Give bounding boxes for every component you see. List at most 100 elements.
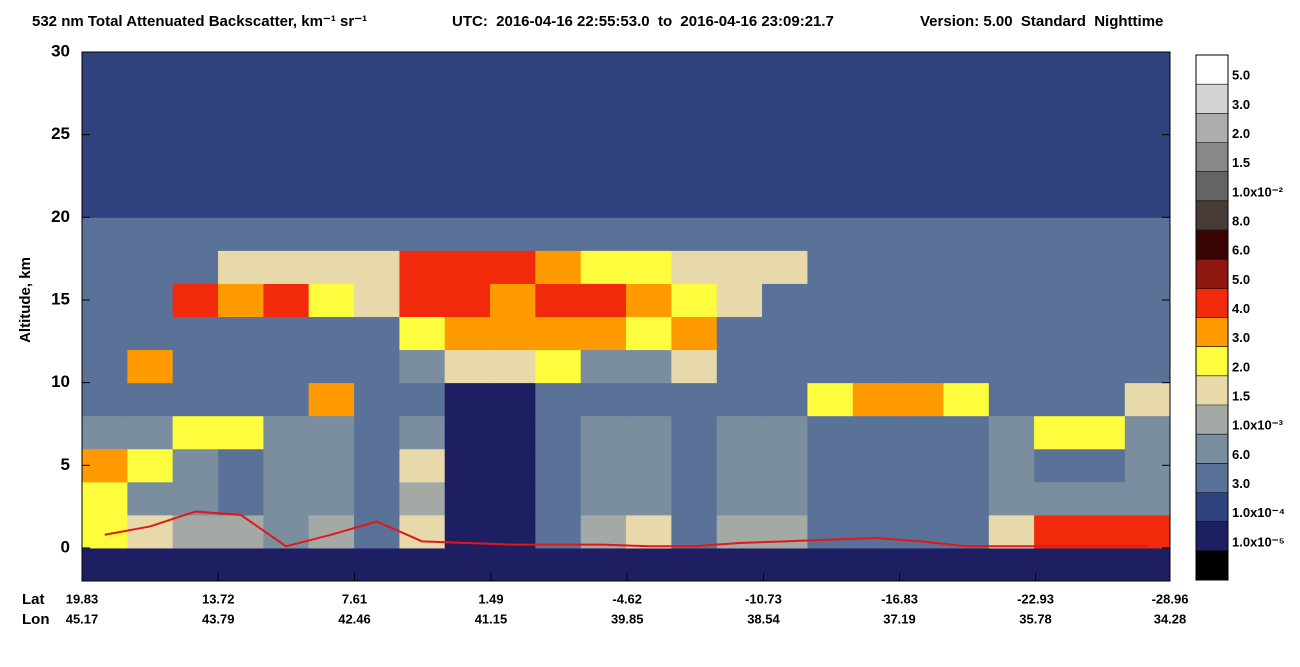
backscatter-cell xyxy=(762,217,808,251)
backscatter-cell xyxy=(308,217,355,251)
backscatter-cell xyxy=(852,481,899,516)
backscatter-cell xyxy=(626,52,672,86)
backscatter-cell xyxy=(218,382,264,417)
backscatter-cell xyxy=(1079,415,1126,450)
backscatter-cell xyxy=(535,415,582,450)
backscatter-cell xyxy=(1079,184,1126,218)
backscatter-cell xyxy=(444,250,491,284)
backscatter-cell xyxy=(354,283,400,317)
backscatter-cell xyxy=(762,514,808,549)
backscatter-cell xyxy=(1079,118,1126,152)
backscatter-cell xyxy=(807,118,854,152)
backscatter-cell xyxy=(399,349,446,384)
backscatter-cell xyxy=(354,184,400,218)
backscatter-cell xyxy=(580,415,627,450)
backscatter-cell xyxy=(218,250,264,284)
backscatter-cell xyxy=(716,382,763,417)
backscatter-cell xyxy=(1034,349,1080,384)
backscatter-cell xyxy=(671,250,718,284)
backscatter-cell xyxy=(535,283,582,317)
colorbar-block xyxy=(1196,171,1228,202)
backscatter-cell xyxy=(489,283,536,317)
lon-tick-label: 35.78 xyxy=(1019,611,1052,626)
backscatter-cell xyxy=(762,118,808,152)
version: Version: 5.00 Standard Nighttime xyxy=(920,13,1163,30)
lon-tick-label: 43.79 xyxy=(202,611,235,626)
backscatter-cell xyxy=(308,250,355,284)
backscatter-cell xyxy=(580,85,627,119)
backscatter-cell xyxy=(218,52,264,86)
colorbar-label: 1.0x10⁻⁵ xyxy=(1232,534,1285,549)
backscatter-cell xyxy=(308,316,355,351)
backscatter-cell xyxy=(626,151,672,185)
backscatter-cell xyxy=(671,184,718,218)
backscatter-cell xyxy=(489,349,536,384)
backscatter-cell xyxy=(308,151,355,185)
backscatter-cell xyxy=(172,547,219,582)
backscatter-cell xyxy=(626,85,672,119)
backscatter-cell xyxy=(1034,382,1080,417)
backscatter-cell xyxy=(218,118,264,152)
backscatter-cell xyxy=(671,316,718,351)
backscatter-cell xyxy=(489,217,536,251)
y-axis-label: Altitude, km xyxy=(17,257,34,343)
backscatter-cell xyxy=(1079,382,1126,417)
backscatter-cell xyxy=(263,250,310,284)
backscatter-cell xyxy=(399,448,446,483)
backscatter-cell xyxy=(354,118,400,152)
backscatter-cell xyxy=(626,382,672,417)
backscatter-cell xyxy=(807,514,854,549)
backscatter-cell xyxy=(82,547,128,582)
colorbar-block xyxy=(1196,375,1228,406)
backscatter-cell xyxy=(580,118,627,152)
x-tick-label: -28.96 xyxy=(1152,591,1189,606)
backscatter-cell xyxy=(852,547,899,582)
colorbar-label: 1.5 xyxy=(1232,388,1250,403)
backscatter-cell xyxy=(1079,151,1126,185)
backscatter-cell xyxy=(489,415,536,450)
colorbar-label: 2.0 xyxy=(1232,126,1250,141)
backscatter-cell xyxy=(1079,250,1126,284)
backscatter-cell xyxy=(898,85,944,119)
backscatter-cell xyxy=(898,415,944,450)
backscatter-cell xyxy=(580,316,627,351)
backscatter-cell xyxy=(354,481,400,516)
backscatter-cell xyxy=(354,250,400,284)
colorbar-label: 5.0 xyxy=(1232,272,1250,287)
backscatter-cell xyxy=(172,217,219,251)
backscatter-cell xyxy=(82,481,128,516)
backscatter-cell xyxy=(263,382,310,417)
backscatter-cell xyxy=(172,481,219,516)
backscatter-cell xyxy=(1124,481,1171,516)
backscatter-cell xyxy=(626,184,672,218)
backscatter-cell xyxy=(852,151,899,185)
backscatter-cell xyxy=(852,448,899,483)
lon-tick-label: 34.28 xyxy=(1154,611,1187,626)
backscatter-cell xyxy=(1079,349,1126,384)
x-tick-label: -4.62 xyxy=(612,591,642,606)
backscatter-cell xyxy=(218,316,264,351)
colorbar-block xyxy=(1196,113,1228,143)
backscatter-cell xyxy=(263,316,310,351)
colorbar-block xyxy=(1196,550,1228,581)
backscatter-cell xyxy=(852,283,899,317)
backscatter-cell xyxy=(671,52,718,86)
backscatter-cell xyxy=(898,316,944,351)
backscatter-cell xyxy=(898,283,944,317)
backscatter-cell xyxy=(354,217,400,251)
backscatter-cell xyxy=(308,481,355,516)
backscatter-cell xyxy=(444,151,491,185)
backscatter-cell xyxy=(988,184,1035,218)
backscatter-cell xyxy=(354,382,400,417)
backscatter-cell xyxy=(535,250,582,284)
backscatter-cell xyxy=(716,547,763,582)
colorbar-block xyxy=(1196,405,1228,435)
backscatter-cell xyxy=(898,217,944,251)
backscatter-cell xyxy=(82,349,128,384)
backscatter-cell xyxy=(1034,217,1080,251)
backscatter-cell xyxy=(444,184,491,218)
backscatter-cell xyxy=(1034,481,1080,516)
y-tick-label: 10 xyxy=(51,372,70,391)
backscatter-cell xyxy=(1124,52,1171,86)
